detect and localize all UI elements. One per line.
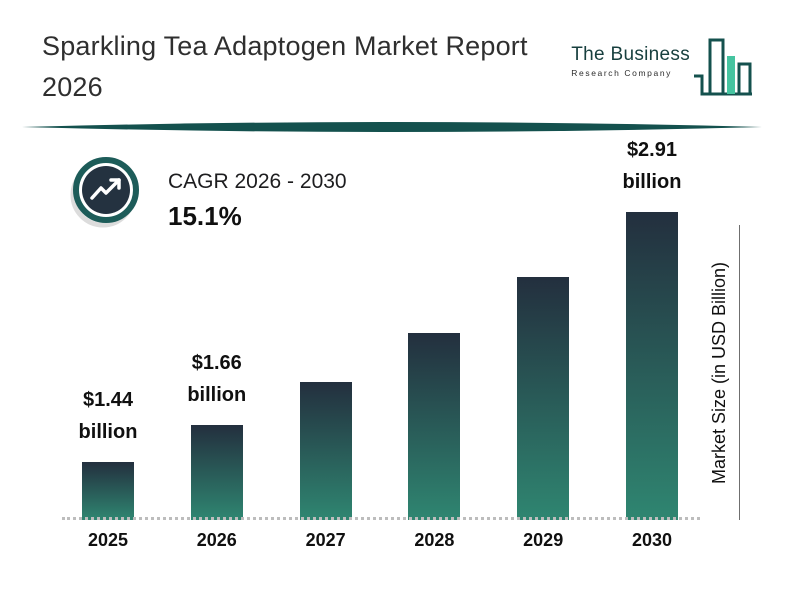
x-axis-label: 2025 bbox=[87, 529, 129, 550]
chart-bar bbox=[408, 333, 461, 520]
cagr-block: CAGR 2026 - 2030 15.1% bbox=[168, 170, 347, 232]
logo-bar-chart-icon bbox=[694, 38, 752, 96]
y-axis-line bbox=[739, 225, 740, 520]
chart-column: $2.91 billion 2030 bbox=[604, 134, 700, 560]
chart-column: 2027 bbox=[278, 368, 374, 560]
x-axis-label: 2028 bbox=[414, 529, 455, 550]
bar-value-unit: billion bbox=[622, 171, 682, 193]
bar-value-amount: $1.44 bbox=[82, 389, 134, 411]
bar-chart: $1.44 billion 2025 $1.66 billion 2026 20… bbox=[60, 139, 700, 560]
chart-column: 2028 bbox=[386, 319, 482, 560]
bar-value-unit: billion bbox=[78, 421, 138, 443]
chart-bar bbox=[82, 462, 134, 520]
x-axis-label: 2027 bbox=[305, 529, 346, 550]
x-axis-label: 2030 bbox=[631, 529, 672, 550]
company-logo-subname: Research Company bbox=[571, 68, 672, 78]
company-logo-text: The Business Research Company bbox=[571, 34, 690, 78]
chart-baseline bbox=[62, 517, 700, 520]
company-logo: The Business Research Company bbox=[571, 34, 756, 100]
chart-column: $1.44 billion 2025 bbox=[60, 384, 156, 560]
bar-value-unit: billion bbox=[187, 384, 247, 406]
bar-value-label: $1.66 billion bbox=[187, 347, 246, 411]
y-axis-label: Market Size (in USD Billion) bbox=[709, 261, 729, 484]
page-title: Sparkling Tea Adaptogen Market Report 20… bbox=[42, 26, 562, 107]
cagr-label: CAGR 2026 - 2030 bbox=[168, 170, 347, 193]
bar-value-label: $2.91 billion bbox=[623, 134, 682, 198]
page-title-line1: Sparkling Tea Adaptogen Market Report bbox=[42, 31, 528, 61]
chart-column: 2029 bbox=[495, 263, 591, 560]
chart-bar bbox=[299, 382, 352, 520]
bar-value-amount: $1.66 bbox=[191, 352, 242, 374]
cagr-value: 15.1% bbox=[168, 201, 242, 231]
divider bbox=[22, 122, 762, 132]
bar-value-label: $1.44 billion bbox=[79, 384, 138, 448]
trend-up-icon bbox=[70, 156, 142, 233]
page-title-line2: 2026 bbox=[42, 71, 103, 102]
chart-bar bbox=[190, 425, 243, 520]
chart-columns: $1.44 billion 2025 $1.66 billion 2026 20… bbox=[60, 139, 700, 560]
company-logo-name: The Business bbox=[571, 44, 690, 65]
x-axis-label: 2029 bbox=[523, 529, 564, 550]
bar-value-amount: $2.91 bbox=[626, 139, 677, 161]
chart-bar bbox=[517, 277, 570, 520]
chart-bar bbox=[625, 212, 678, 520]
x-axis-label: 2026 bbox=[196, 529, 237, 550]
chart-column: $1.66 billion 2026 bbox=[169, 347, 265, 560]
